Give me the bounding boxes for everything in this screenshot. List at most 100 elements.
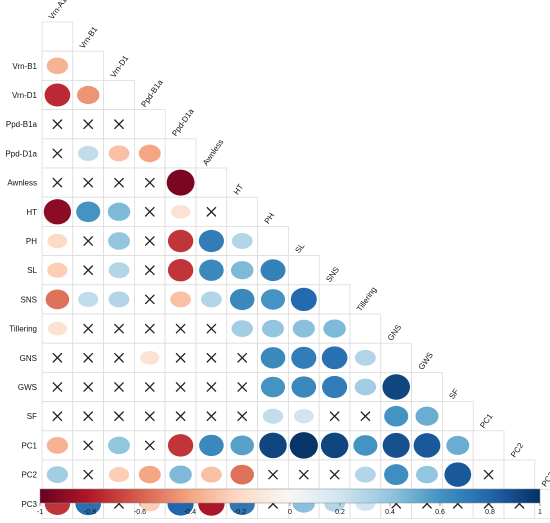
corr-circle-tillering-sns — [323, 319, 346, 338]
corr-circle-pc1-sns — [320, 432, 349, 459]
insignificant-mark-pc1-vrn-b1 — [83, 440, 94, 451]
corr-circle-pc1-gns — [382, 432, 410, 458]
corr-circle-sns-awnless — [200, 291, 222, 308]
insignificant-mark-awnless-ppd-b1a — [144, 177, 155, 188]
corr-circle-gns-tillering — [354, 349, 376, 366]
corr-circle-pc1-vrn-a1 — [46, 437, 69, 454]
corr-circle-pc2-tillering — [354, 466, 376, 483]
grid-cell — [380, 342, 412, 373]
row-label-gws: GWS — [18, 383, 37, 392]
corr-circle-pc1-gws — [413, 433, 441, 458]
corr-circle-pc1-ph — [259, 432, 287, 459]
corr-circle-ht-vrn-d1 — [107, 202, 131, 221]
corr-circle-ph-ht — [231, 233, 253, 249]
grid-cell — [103, 80, 135, 111]
corr-circle-sl-vrn-d1 — [108, 262, 130, 279]
grid-cell — [72, 50, 105, 81]
insignificant-mark-sl-ppd-b1a — [144, 265, 155, 276]
corr-circle-gns-ph — [260, 347, 286, 369]
row-label-pc2: PC2 — [21, 471, 37, 480]
corr-circle-sns-vrn-a1 — [45, 289, 70, 310]
insignificant-mark-pc2-sl — [298, 469, 309, 480]
insignificant-mark-pc2-sns — [329, 469, 340, 480]
grid-cell — [411, 371, 443, 402]
diagonal-label-pc2: PC2 — [509, 441, 526, 459]
grid-cell — [318, 284, 351, 315]
grid-cell — [441, 401, 474, 432]
corr-circle-pc1-ht — [230, 435, 254, 456]
colorbar-tick-label: -0.8 — [84, 509, 96, 516]
corr-circle-gns-ppd-b1a — [140, 351, 160, 365]
grid-cell — [41, 21, 74, 52]
insignificant-mark-tillering-awnless — [206, 323, 217, 334]
grid-cell — [226, 196, 259, 227]
corr-circle-vrn-b1-vrn-a1 — [46, 57, 69, 75]
insignificant-mark-gws-vrn-a1 — [52, 382, 63, 392]
diagonal-label-pc1: PC1 — [478, 412, 495, 430]
colorbar — [39, 488, 541, 504]
insignificant-mark-pc1-ppd-b1a — [144, 440, 155, 451]
insignificant-mark-sf-ppd-b1a — [144, 411, 155, 422]
corr-circle-sns-sl — [290, 287, 317, 312]
insignificant-mark-pc2-ph — [268, 469, 278, 480]
corr-circle-sns-ht — [229, 288, 255, 311]
diagonal-label-vrn-d1: Vrn-D1 — [109, 53, 131, 79]
corr-circle-sl-ppd-d1a — [167, 258, 194, 282]
insignificant-mark-sf-tillering — [360, 411, 371, 422]
corr-circle-gns-sl — [291, 346, 317, 369]
corr-circle-pc2-ppd-d1a — [169, 465, 192, 484]
corr-circle-gws-gns — [382, 374, 410, 400]
row-label-vrn-b1: Vrn-B1 — [12, 62, 37, 71]
corr-circle-awnless-ppd-d1a — [166, 169, 195, 196]
insignificant-mark-sf-ht — [237, 411, 248, 422]
insignificant-mark-gws-ppd-d1a — [175, 382, 186, 392]
corr-circle-sl-ht — [230, 261, 254, 280]
corr-circle-vrn-d1-vrn-b1 — [76, 85, 100, 105]
corr-circle-gws-sl — [291, 376, 317, 398]
insignificant-mark-ht-awnless — [206, 206, 217, 217]
corr-circle-sf-sl — [293, 409, 314, 424]
insignificant-mark-sf-vrn-b1 — [83, 411, 94, 422]
diagonal-label-ppd-d1a: Ppd-D1a — [170, 106, 196, 137]
row-label-vrn-d1: Vrn-D1 — [12, 91, 38, 100]
corr-circle-tillering-vrn-a1 — [47, 321, 68, 336]
row-label-sf: SF — [27, 412, 37, 421]
diagonal-label-sl: SL — [293, 241, 306, 255]
corr-circle-sns-vrn-b1 — [78, 291, 99, 307]
corr-circle-tillering-ht — [231, 320, 253, 337]
diagonal-label-awnless: Awnless — [201, 138, 225, 167]
insignificant-mark-gns-vrn-a1 — [52, 352, 63, 363]
corr-circle-ppd-d1a-ppd-b1a — [138, 144, 161, 163]
colorbar-tick-label: -0.6 — [134, 509, 146, 516]
corr-circle-sns-ph — [260, 289, 286, 310]
insignificant-mark-ppd-b1a-vrn-a1 — [52, 119, 63, 130]
row-label-sns: SNS — [21, 295, 37, 304]
grid-cell — [287, 255, 320, 286]
insignificant-mark-awnless-vrn-b1 — [83, 177, 94, 188]
corr-circle-sf-gns — [384, 405, 409, 427]
colorbar-tick-label: 0.2 — [335, 509, 345, 516]
insignificant-mark-gws-awnless — [206, 382, 217, 392]
insignificant-mark-pc2-pc1 — [483, 469, 494, 480]
insignificant-mark-gws-vrn-d1 — [114, 382, 124, 392]
row-label-ppd-d1a: Ppd-D1a — [5, 149, 37, 158]
diagonal-label-ppd-b1a: Ppd-B1a — [139, 78, 165, 109]
grid-cell — [472, 430, 505, 461]
corr-circle-pc1-ppd-d1a — [167, 434, 194, 457]
insignificant-mark-ph-ppd-b1a — [144, 236, 155, 246]
colorbar-tick-label: 0.6 — [435, 509, 445, 516]
corr-circle-ht-vrn-a1 — [43, 199, 72, 225]
corr-circle-sf-gws — [415, 406, 439, 426]
corr-circle-tillering-sl — [292, 319, 315, 338]
corr-circle-pc2-ppd-b1a — [138, 465, 161, 484]
grid-cell — [257, 225, 289, 256]
grid-cell — [349, 313, 382, 344]
diagonal-label-gws: GWS — [417, 351, 435, 372]
insignificant-mark-pc2-vrn-b1 — [83, 469, 94, 480]
corr-circle-pc2-awnless — [200, 466, 222, 483]
colorbar-tick-label: 0.8 — [485, 509, 495, 516]
insignificant-mark-gns-vrn-b1 — [83, 352, 94, 363]
insignificant-mark-gns-awnless — [206, 352, 217, 363]
corr-circle-ph-awnless — [198, 229, 224, 253]
